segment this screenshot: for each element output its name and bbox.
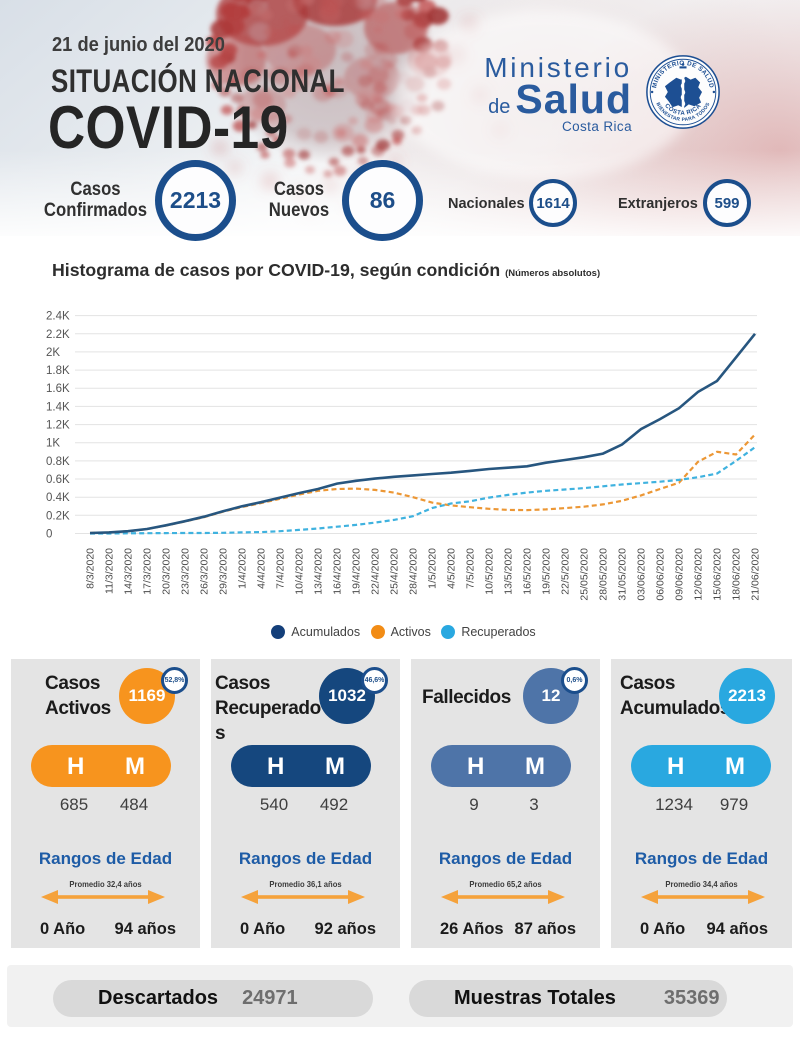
svg-text:14/3/2020: 14/3/2020 <box>123 548 135 595</box>
svg-text:2K: 2K <box>46 347 60 359</box>
svg-text:0.6K: 0.6K <box>46 474 70 486</box>
svg-text:06/06/2020: 06/06/2020 <box>655 548 667 601</box>
svg-text:2.2K: 2.2K <box>46 329 70 341</box>
svg-text:1.2K: 1.2K <box>46 420 70 432</box>
svg-text:31/05/2020: 31/05/2020 <box>617 548 629 601</box>
svg-text:26/3/2020: 26/3/2020 <box>199 548 211 595</box>
svg-text:19/5/2020: 19/5/2020 <box>541 548 553 595</box>
svg-text:11/3/2020: 11/3/2020 <box>104 548 116 594</box>
svg-text:20/3/2020: 20/3/2020 <box>161 548 173 595</box>
svg-text:0.8K: 0.8K <box>46 456 70 468</box>
svg-text:1/5/2020: 1/5/2020 <box>427 548 439 589</box>
svg-text:1.8K: 1.8K <box>46 365 70 377</box>
svg-text:1K: 1K <box>46 438 60 450</box>
svg-text:12/06/2020: 12/06/2020 <box>693 548 705 601</box>
svg-text:16/5/2020: 16/5/2020 <box>522 548 534 595</box>
svg-text:4/4/2020: 4/4/2020 <box>256 548 268 589</box>
svg-text:15/06/2020: 15/06/2020 <box>712 548 724 601</box>
svg-text:22/5/2020: 22/5/2020 <box>560 548 572 595</box>
svg-text:16/4/2020: 16/4/2020 <box>332 548 344 595</box>
svg-text:4/5/2020: 4/5/2020 <box>446 548 458 589</box>
svg-text:18/06/2020: 18/06/2020 <box>731 548 743 601</box>
svg-text:28/4/2020: 28/4/2020 <box>408 548 420 595</box>
svg-text:7/4/2020: 7/4/2020 <box>275 548 287 589</box>
svg-text:23/3/2020: 23/3/2020 <box>180 548 192 595</box>
svg-text:1/4/2020: 1/4/2020 <box>237 548 249 589</box>
svg-text:25/4/2020: 25/4/2020 <box>389 548 401 595</box>
svg-text:10/4/2020: 10/4/2020 <box>294 548 306 595</box>
svg-text:13/5/2020: 13/5/2020 <box>503 548 515 595</box>
svg-text:28/05/2020: 28/05/2020 <box>598 548 610 601</box>
svg-text:19/4/2020: 19/4/2020 <box>351 548 363 595</box>
svg-text:8/3/2020: 8/3/2020 <box>85 548 97 589</box>
svg-text:0: 0 <box>46 529 52 541</box>
svg-text:22/4/2020: 22/4/2020 <box>370 548 382 595</box>
svg-text:1.6K: 1.6K <box>46 383 70 395</box>
svg-text:0.4K: 0.4K <box>46 492 70 504</box>
svg-text:13/4/2020: 13/4/2020 <box>313 548 325 595</box>
svg-text:17/3/2020: 17/3/2020 <box>142 548 154 595</box>
svg-text:25/05/2020: 25/05/2020 <box>579 548 591 601</box>
svg-text:7/5/2020: 7/5/2020 <box>465 548 477 589</box>
svg-text:09/06/2020: 09/06/2020 <box>674 548 686 601</box>
svg-text:03/06/2020: 03/06/2020 <box>636 548 648 601</box>
svg-text:2.4K: 2.4K <box>46 311 70 323</box>
svg-text:1.4K: 1.4K <box>46 401 70 413</box>
svg-text:29/3/2020: 29/3/2020 <box>218 548 230 595</box>
svg-text:0.2K: 0.2K <box>46 510 70 522</box>
svg-text:21/06/2020: 21/06/2020 <box>750 548 762 601</box>
svg-text:10/5/2020: 10/5/2020 <box>484 548 496 595</box>
